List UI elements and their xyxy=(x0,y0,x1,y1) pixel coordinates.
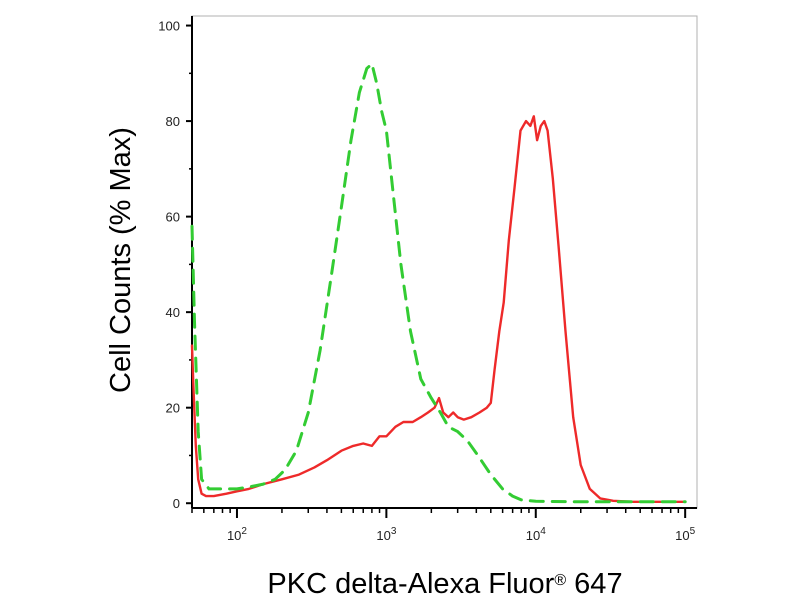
y-tick-label: 0 xyxy=(173,496,180,511)
x-axis-title-suffix: 647 xyxy=(566,568,622,600)
x-tick-label: 104 xyxy=(526,526,546,543)
y-tick-label: 40 xyxy=(166,305,180,320)
x-axis-title-registered-mark: ® xyxy=(554,572,566,589)
y-axis-title: Cell Counts (% Max) xyxy=(105,127,137,393)
y-tick-label: 100 xyxy=(158,19,180,34)
y-tick-label: 20 xyxy=(166,401,180,416)
series-line-dashed xyxy=(190,62,687,504)
plot-frame xyxy=(191,15,698,509)
x-tick-label: 103 xyxy=(376,526,396,543)
y-tick-label: 60 xyxy=(166,210,180,225)
x-axis-title: PKC delta-Alexa Fluor® 647 xyxy=(267,568,622,600)
series-line-solid xyxy=(190,115,687,503)
series-layer xyxy=(190,62,687,504)
y-tick-label: 80 xyxy=(166,114,180,129)
x-axis-title-text: PKC delta-Alexa Fluor xyxy=(267,568,554,600)
y-axis: 0 20 40 60 80 100 xyxy=(158,16,193,511)
x-axis: 102 103 104 105 xyxy=(191,507,697,543)
plot-area xyxy=(191,15,698,509)
x-tick-label: 105 xyxy=(675,526,695,543)
x-tick-label: 102 xyxy=(227,526,247,543)
